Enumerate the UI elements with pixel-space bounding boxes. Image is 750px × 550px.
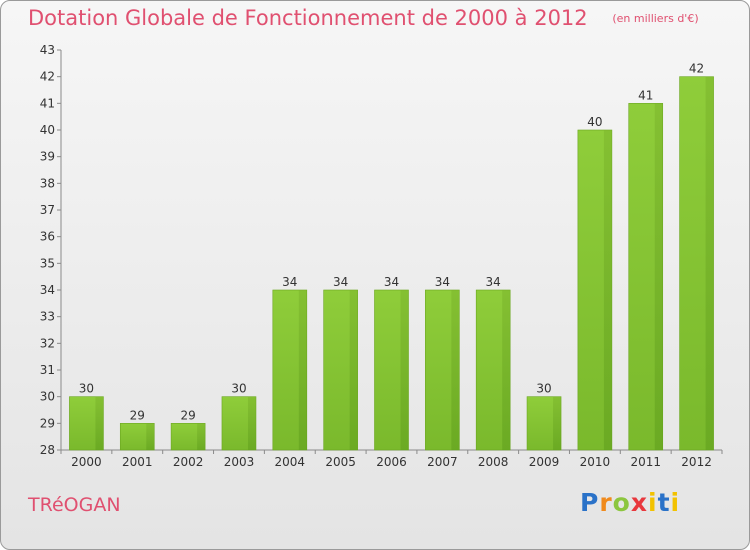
y-tick-label: 35 bbox=[40, 256, 55, 270]
bar-shade bbox=[298, 290, 307, 450]
bar-shade bbox=[247, 396, 256, 450]
chart-title: Dotation Globale de Fonctionnement de 20… bbox=[28, 6, 699, 30]
bar-shade bbox=[95, 396, 104, 450]
y-tick-label: 43 bbox=[40, 43, 55, 57]
bar-shade bbox=[654, 103, 663, 450]
data-label: 34 bbox=[486, 275, 501, 289]
x-tick-label: 2002 bbox=[173, 455, 204, 469]
bar-shade bbox=[400, 290, 409, 450]
y-tick-label: 29 bbox=[40, 416, 55, 430]
data-label: 40 bbox=[587, 115, 602, 129]
data-label: 34 bbox=[333, 275, 348, 289]
y-tick-label: 36 bbox=[40, 230, 55, 244]
bar-shade bbox=[146, 423, 155, 450]
x-tick-label: 2009 bbox=[529, 455, 560, 469]
data-label: 34 bbox=[282, 275, 297, 289]
x-tick-label: 2005 bbox=[325, 455, 356, 469]
y-tick-label: 33 bbox=[40, 310, 55, 324]
bar-shade bbox=[451, 290, 460, 450]
y-tick-label: 30 bbox=[40, 390, 55, 404]
bar-shade bbox=[603, 130, 612, 450]
y-tick-label: 37 bbox=[40, 203, 55, 217]
data-label: 29 bbox=[130, 408, 145, 422]
bar-shade bbox=[349, 290, 358, 450]
bar-shade bbox=[502, 290, 511, 450]
y-tick-label: 32 bbox=[40, 336, 55, 350]
data-label: 42 bbox=[689, 62, 704, 76]
x-tick-label: 2004 bbox=[275, 455, 306, 469]
y-tick-label: 42 bbox=[40, 70, 55, 84]
bar-shade bbox=[553, 396, 562, 450]
x-tick-label: 2012 bbox=[681, 455, 712, 469]
y-tick-label: 39 bbox=[40, 150, 55, 164]
x-tick-label: 2007 bbox=[427, 455, 458, 469]
data-label: 34 bbox=[435, 275, 450, 289]
y-tick-label: 34 bbox=[40, 283, 55, 297]
data-label: 41 bbox=[638, 88, 653, 102]
data-label: 34 bbox=[384, 275, 399, 289]
unit-note: (en milliers d'€) bbox=[612, 12, 699, 25]
data-label: 30 bbox=[79, 382, 94, 396]
data-label: 30 bbox=[231, 382, 246, 396]
data-label: 30 bbox=[536, 382, 551, 396]
x-tick-label: 2011 bbox=[630, 455, 661, 469]
chart-title-text: Dotation Globale de Fonctionnement de 20… bbox=[28, 6, 588, 30]
bar-shade bbox=[197, 423, 206, 450]
y-tick-label: 41 bbox=[40, 96, 55, 110]
x-tick-label: 2006 bbox=[376, 455, 407, 469]
data-label: 29 bbox=[180, 408, 195, 422]
y-tick-label: 38 bbox=[40, 176, 55, 190]
commune-name: TRéOGAN bbox=[28, 494, 121, 516]
y-tick-label: 28 bbox=[40, 443, 55, 457]
bar-shade bbox=[705, 76, 714, 451]
x-tick-label: 2000 bbox=[71, 455, 102, 469]
x-tick-label: 2008 bbox=[478, 455, 509, 469]
y-tick-label: 31 bbox=[40, 363, 55, 377]
y-tick-label: 40 bbox=[40, 123, 55, 137]
x-tick-label: 2003 bbox=[224, 455, 255, 469]
proxiti-logo: Proxiti bbox=[580, 488, 681, 517]
x-tick-label: 2001 bbox=[122, 455, 153, 469]
x-tick-label: 2010 bbox=[580, 455, 611, 469]
